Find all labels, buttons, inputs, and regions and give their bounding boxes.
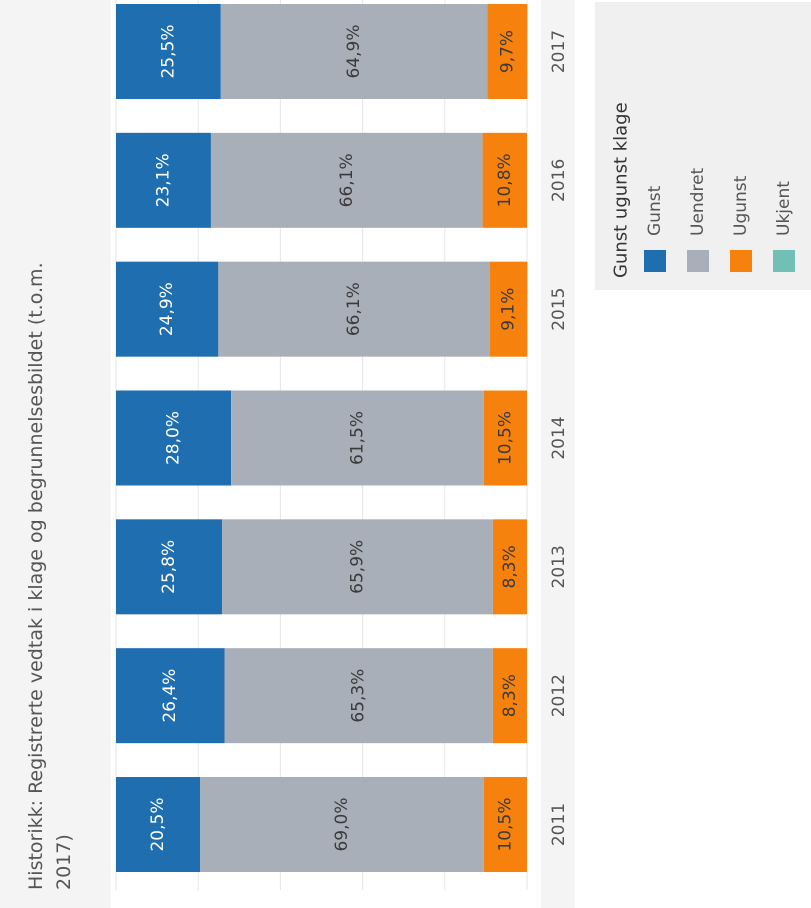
bar-segment-ugunst-2011 [483, 777, 527, 872]
title-line-2: 2017) [53, 834, 75, 890]
data-label-uendret-2012: 65,3% [349, 669, 369, 723]
category-label-2012: 2012 [549, 674, 569, 717]
legend: Gunst ugunst klage Gunst Uendret Ugunst Ukje… [595, 2, 811, 290]
data-label-ugunst-2013: 8,3% [500, 545, 520, 588]
bar-segment-uendret-2011 [200, 777, 484, 872]
bar-segment-gunst-2014 [116, 390, 232, 486]
bar-segment-uendret-2016 [210, 132, 483, 228]
data-label-gunst-2015: 24,9% [157, 282, 177, 336]
data-label-gunst-2011: 20,5% [148, 797, 168, 851]
data-label-ugunst-2012: 8,3% [500, 674, 520, 717]
data-label-ugunst-2011: 10,5% [495, 797, 515, 851]
legend-swatch-ukjent [773, 250, 795, 272]
data-label-uendret-2011: 69,0% [332, 797, 352, 851]
bar-segment-gunst-2013 [116, 519, 223, 615]
bar-segment-uendret-2012 [224, 648, 493, 744]
legend-label-ukjent: Ukjent [774, 181, 794, 236]
bar-segment-ugunst-2014 [483, 390, 527, 486]
data-label-uendret-2016: 66,1% [337, 153, 357, 207]
bar-segment-uendret-2015 [218, 261, 491, 357]
data-label-ugunst-2016: 10,8% [495, 153, 515, 207]
legend-title: Gunst ugunst klage [611, 102, 632, 278]
legend-swatch-ugunst [730, 250, 752, 272]
data-label-gunst-2017: 25,5% [158, 24, 178, 78]
legend-label-uendret: Uendret [688, 167, 708, 236]
bar-segment-gunst-2011 [116, 777, 201, 872]
data-label-ugunst-2015: 9,1% [499, 288, 519, 331]
bar-segment-gunst-2015 [116, 261, 219, 357]
bar-segment-gunst-2017 [116, 4, 221, 99]
data-label-ugunst-2017: 9,7% [497, 30, 517, 73]
data-label-gunst-2014: 28,0% [164, 411, 184, 465]
bar-segment-ugunst-2012 [492, 648, 527, 744]
data-label-gunst-2013: 25,8% [159, 540, 179, 594]
legend-label-ugunst: Ugunst [731, 175, 751, 236]
data-label-uendret-2017: 64,9% [344, 24, 364, 78]
legend-background [595, 2, 811, 290]
data-label-gunst-2012: 26,4% [160, 669, 180, 723]
category-label-2013: 2013 [549, 545, 569, 588]
category-label-2011: 2011 [549, 803, 569, 846]
category-label-2017: 2017 [549, 30, 569, 73]
bar-segment-ugunst-2016 [482, 132, 527, 228]
category-label-2016: 2016 [549, 159, 569, 202]
bar-segment-gunst-2016 [116, 132, 211, 228]
legend-swatch-uendret [687, 250, 709, 272]
bar-segment-gunst-2012 [116, 648, 225, 744]
chart-title: Historikk: Registrerte vedtak i klage og… [25, 262, 75, 890]
legend-label-gunst: Gunst [645, 185, 665, 236]
data-label-ugunst-2014: 10,5% [495, 411, 515, 465]
bar-segment-ugunst-2013 [492, 519, 527, 615]
category-label-2014: 2014 [549, 416, 569, 459]
bar-segment-ugunst-2015 [490, 261, 528, 357]
bar-segment-ugunst-2017 [487, 4, 528, 99]
title-line-1: Historikk: Registrerte vedtak i klage og… [25, 262, 47, 890]
category-label-2015: 2015 [549, 288, 569, 331]
bar-segment-uendret-2014 [231, 390, 484, 486]
data-label-uendret-2014: 61,5% [347, 411, 367, 465]
legend-swatch-gunst [644, 250, 666, 272]
bar-segment-uendret-2013 [222, 519, 493, 615]
bars: 20,5% 69,0% 10,5% 26,4% 65,3% 8,3% 25,8% 65,9% 8… [116, 4, 528, 872]
data-label-uendret-2015: 66,1% [344, 282, 364, 336]
data-label-gunst-2016: 23,1% [153, 153, 173, 207]
category-labels: 2011 2012 2013 2014 2015 2016 2017 [549, 30, 569, 846]
data-label-uendret-2013: 65,9% [347, 540, 367, 594]
bar-segment-uendret-2017 [220, 4, 488, 99]
